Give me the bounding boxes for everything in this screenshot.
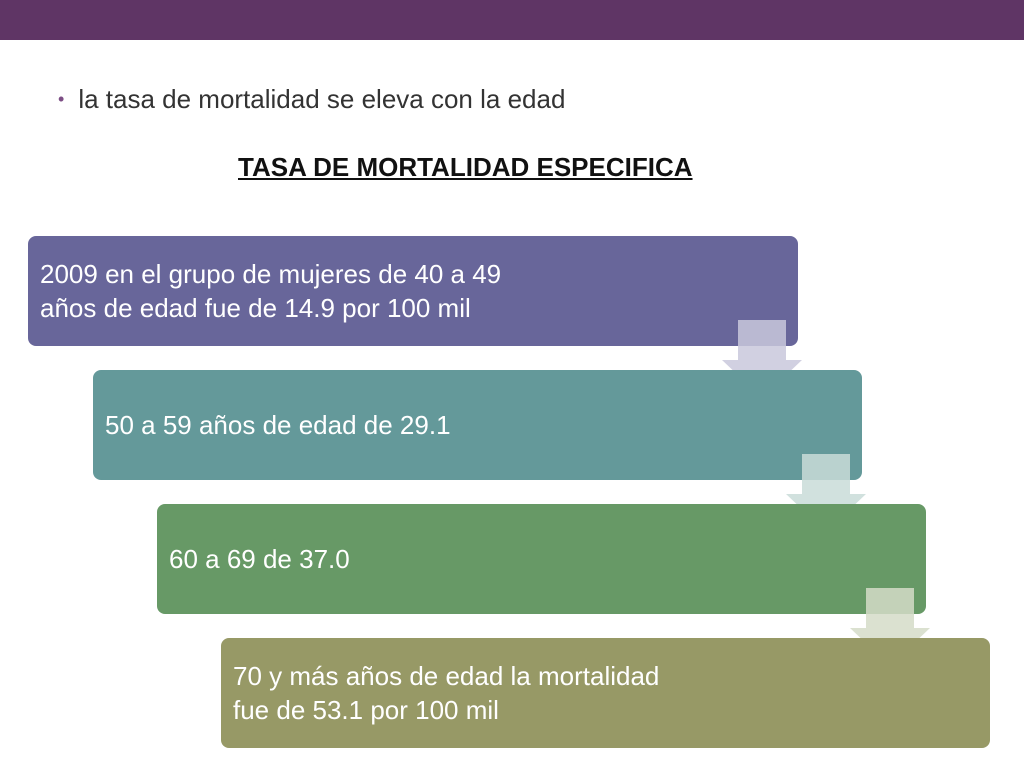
step-text-2: 50 a 59 años de edad de 29.1 (105, 410, 451, 440)
top-bar (0, 0, 1024, 40)
step-text-3: 60 a 69 de 37.0 (169, 544, 350, 574)
step-box-1: 2009 en el grupo de mujeres de 40 a 49 a… (28, 236, 798, 346)
step-box-4: 70 y más años de edad la mortalidad fue … (221, 638, 990, 748)
step-text-1: 2009 en el grupo de mujeres de 40 a 49 a… (40, 259, 502, 323)
diagram-heading: TASA DE MORTALIDAD ESPECIFICA (238, 152, 693, 182)
step-box-3: 60 a 69 de 37.0 (157, 504, 926, 614)
bullet-dot-icon: • (58, 89, 65, 109)
bullet-item: • la tasa de mortalidad se eleva con la e… (58, 84, 565, 115)
bullet-text: la tasa de mortalidad se eleva con la ed… (78, 84, 566, 114)
step-box-2: 50 a 59 años de edad de 29.1 (93, 370, 862, 480)
step-text-4: 70 y más años de edad la mortalidad fue … (233, 661, 660, 725)
